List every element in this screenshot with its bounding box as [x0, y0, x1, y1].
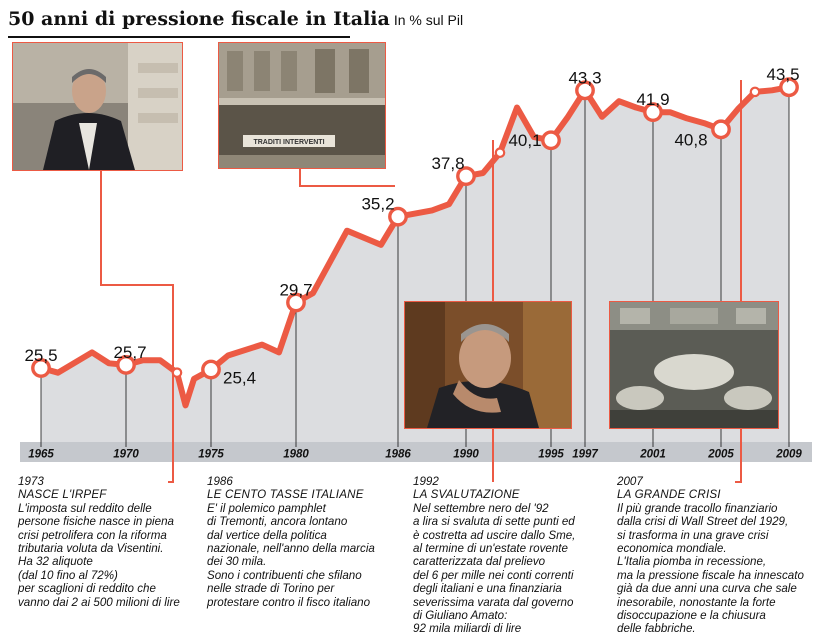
data-marker-1986 — [388, 206, 408, 227]
data-marker-1970 — [116, 354, 136, 375]
x-tick-label: 1970 — [113, 449, 139, 461]
data-marker-2009 — [779, 77, 799, 98]
data-marker-1997 — [575, 80, 595, 101]
data-label-2001: 41,9 — [636, 90, 669, 109]
event-marker-1973 — [171, 367, 183, 378]
event-note-1973: 1973 NASCE L'IRPEF L'imposta sul reddito… — [18, 475, 214, 609]
unit-label: In % sul Pil — [393, 12, 464, 28]
photo-man-thinking — [404, 301, 572, 429]
event-marker-1992 — [494, 147, 506, 159]
marker-layer — [31, 77, 799, 380]
event-text: Il più grande tracollo finanziario dalla… — [617, 501, 804, 636]
protest-banner-text: TRADITI INTERVENTI — [253, 139, 324, 146]
event-connector-1986 — [299, 167, 395, 187]
data-label-2005: 40,8 — [674, 130, 707, 149]
label-layer: 25,5 25,7 25,4 29,7 35,2 37,8 40,1 43,3 41,9 40,8… — [24, 65, 799, 387]
photo-man-portrait — [12, 42, 183, 171]
x-tick-label: 2009 — [775, 449, 802, 461]
data-label-1975: 25,4 — [223, 369, 256, 388]
data-label-2009: 43,5 — [766, 65, 799, 84]
data-label-1997: 43,3 — [568, 68, 601, 87]
event-year: 2007 — [617, 475, 643, 488]
data-label-1986: 35,2 — [361, 195, 394, 214]
event-year: 1973 — [18, 475, 44, 488]
x-axis-strip — [20, 442, 812, 462]
x-tick-label: 2001 — [639, 449, 666, 461]
data-label-1965: 25,5 — [24, 346, 57, 365]
event-note-1992: 1992 LA SVALUTAZIONE Nel settembre nero … — [413, 475, 613, 636]
photo-trading-floor — [609, 301, 779, 429]
data-label-1980: 29,7 — [279, 280, 312, 299]
title-text: 50 anni di pressione fiscale in Italia — [8, 8, 390, 30]
event-connector-1973 — [100, 169, 174, 483]
event-heading: LA SVALUTAZIONE — [413, 488, 520, 502]
data-marker-1975 — [201, 359, 221, 380]
data-marker-1995 — [541, 130, 561, 151]
x-tick-label: 1975 — [198, 449, 224, 461]
title-rule — [8, 36, 350, 38]
x-tick-label: 1965 — [28, 449, 54, 461]
event-note-2007: 2007 LA GRANDE CRISI Il più grande traco… — [617, 475, 829, 636]
event-marker-2007 — [749, 86, 761, 98]
event-year: 1986 — [207, 475, 233, 488]
x-tick-label: 1980 — [283, 449, 309, 461]
chart-title: 50 anni di pressione fiscale in Italia In… — [8, 8, 463, 30]
event-text: E' il polemico pamphlet di Tremonti, anc… — [207, 501, 375, 609]
data-marker-1965 — [31, 358, 51, 378]
event-note-1986: 1986 LE CENTO TASSE ITALIANE E' il polem… — [207, 475, 412, 609]
event-heading: NASCE L'IRPEF — [18, 488, 107, 502]
x-tick-label: 1986 — [385, 449, 411, 461]
data-marker-2005 — [711, 119, 731, 140]
event-connector-2007 — [735, 80, 742, 483]
data-label-1990: 37,8 — [431, 154, 464, 173]
band-layer — [20, 87, 812, 462]
x-tick-label: 1995 — [538, 449, 564, 461]
data-label-1995: 40,1 — [508, 131, 541, 150]
event-heading: LE CENTO TASSE ITALIANE — [207, 488, 364, 502]
data-label-1970: 25,7 — [113, 343, 146, 362]
data-marker-2001 — [643, 102, 663, 123]
event-heading: LA GRANDE CRISI — [617, 488, 721, 502]
photo-protest-march: TRADITI INTERVENTI — [218, 42, 386, 169]
event-text: Nel settembre nero del '92 a lira si sva… — [413, 501, 576, 636]
event-year: 1992 — [413, 475, 439, 488]
x-tick-label-layer: 1965 1970 1975 1980 1986 1990 1995 1997 2001 2005… — [28, 449, 802, 461]
area-fill — [41, 87, 789, 442]
data-marker-1980 — [286, 292, 306, 313]
data-marker-1990 — [456, 166, 476, 187]
event-text: L'imposta sul reddito delle persone fisi… — [18, 501, 180, 609]
x-tick-label: 1997 — [572, 449, 598, 461]
x-tick-label: 1990 — [453, 449, 479, 461]
x-tick-label: 2005 — [707, 449, 734, 461]
